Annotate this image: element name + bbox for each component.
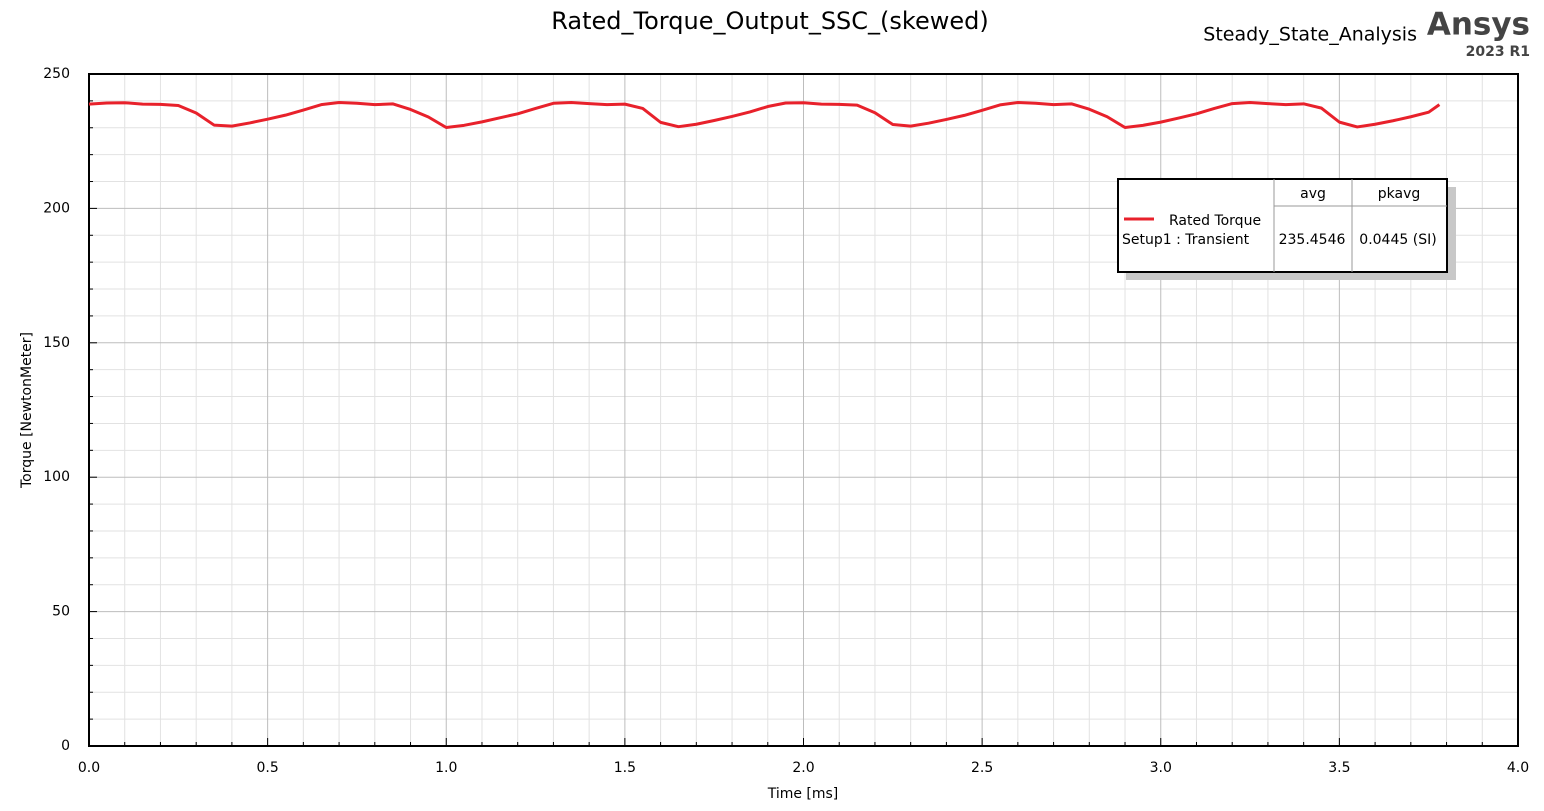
brand: Ansys — [1427, 7, 1530, 43]
x-tick-label: 2.0 — [792, 760, 814, 776]
legend-cell: 0.0445 (SI) — [1359, 232, 1436, 248]
plot — [88, 100, 1441, 129]
chart-subtitle: Steady_State_Analysis — [1203, 24, 1417, 46]
x-tick-label: 1.5 — [614, 760, 636, 776]
legend-column: pkavg — [1378, 186, 1421, 202]
x-tick-label: 4.0 — [1507, 760, 1529, 776]
y-tick-label: 200 — [43, 200, 70, 216]
y-tick-label: 100 — [43, 469, 70, 485]
chart-title: Rated_Torque_Output_SSC_(skewed) — [551, 7, 988, 35]
x-tick-label: 0.5 — [256, 760, 278, 776]
legend-column: avg — [1300, 186, 1326, 202]
legend-label: Rated Torque — [1169, 213, 1261, 229]
x-tick-label: 3.0 — [1150, 760, 1172, 776]
version: 2023 R1 — [1466, 44, 1530, 60]
y-axis-label: Torque [NewtonMeter] — [19, 332, 35, 489]
x-tick-label: 0.0 — [78, 760, 100, 776]
legend: Rated Torque Setup1 : Transient avg pkav… — [1117, 178, 1456, 280]
x-tick-label: 1.0 — [435, 760, 457, 776]
legend-cell: 235.4546 — [1279, 232, 1346, 248]
legend-box — [1117, 178, 1448, 273]
y-tick-label: 50 — [52, 604, 70, 620]
x-axis-label: Time [ms] — [767, 786, 839, 802]
legend-setup: Setup1 : Transient — [1122, 232, 1250, 248]
y-tick-label: 0 — [61, 738, 70, 754]
x-tick-label: 3.5 — [1328, 760, 1350, 776]
plot-frame — [88, 73, 1519, 747]
series-line — [88, 100, 1441, 129]
grid — [88, 73, 1519, 747]
y-tick-label: 150 — [43, 335, 70, 351]
y-tick-label: 250 — [43, 66, 70, 82]
x-tick-label: 2.5 — [971, 760, 993, 776]
